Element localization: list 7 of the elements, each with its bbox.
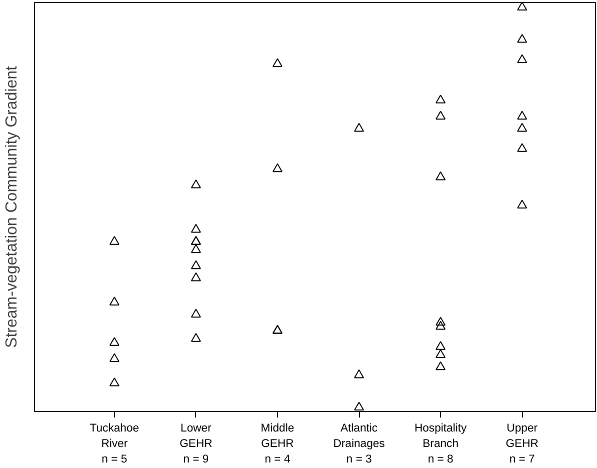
x-tick-label: Tuckahoe River n = 5	[90, 422, 140, 466]
x-tick-label: Middle GEHR n = 4	[260, 422, 294, 466]
x-tick-label: Atlantic Drainages n = 3	[333, 422, 386, 466]
y-axis-title: Stream-vegetation Community Gradient	[4, 65, 20, 348]
x-tick-label: Hospitality Branch n = 8	[414, 422, 468, 466]
x-tick-label: Lower GEHR n = 9	[180, 422, 212, 466]
x-tick-label: Upper GEHR n = 7	[506, 422, 538, 466]
